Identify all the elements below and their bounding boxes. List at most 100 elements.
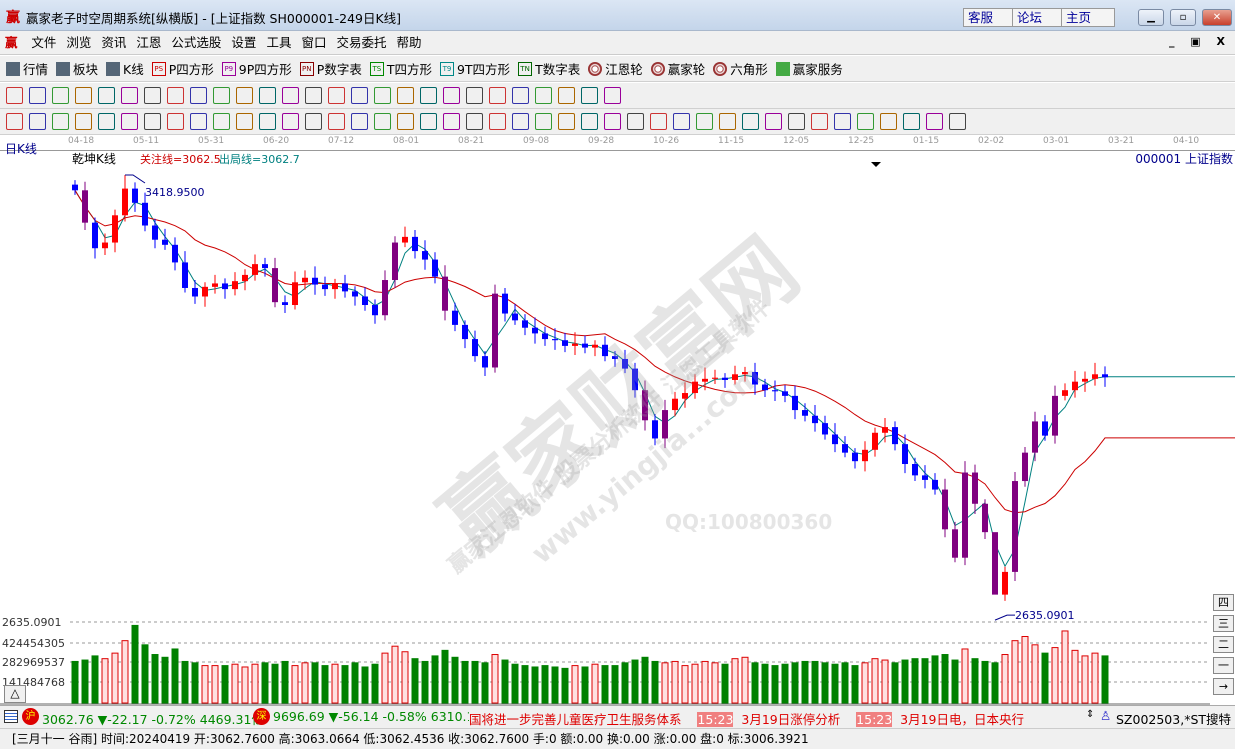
prev-icon[interactable] (213, 87, 230, 104)
export-icon[interactable] (604, 87, 621, 104)
candle-body[interactable] (162, 239, 168, 245)
wave-icon[interactable] (443, 87, 460, 104)
toolbar-button-ts[interactable]: TS T四方形 (369, 59, 432, 78)
diamond-6-icon[interactable] (374, 87, 391, 104)
candle-body[interactable] (252, 264, 258, 275)
candles-icon[interactable] (98, 87, 115, 104)
indicator-icon[interactable] (121, 87, 138, 104)
maximize-button[interactable]: ▫ (1170, 9, 1196, 26)
candle-body[interactable] (802, 410, 808, 416)
candle-body[interactable] (152, 225, 158, 240)
candle-body[interactable] (362, 296, 368, 306)
news-item[interactable]: 3月19日电，日本央行 (900, 712, 1025, 727)
table-icon[interactable] (581, 113, 598, 130)
candle-body[interactable] (702, 378, 708, 382)
candle-body[interactable] (82, 190, 88, 223)
candle-body[interactable] (1042, 421, 1048, 436)
news-scroll-spinner[interactable]: ⇕ (1086, 709, 1095, 720)
toolbar-button-sector[interactable]: 板块 (56, 59, 98, 78)
cycle-icon[interactable] (52, 87, 69, 104)
candle-body[interactable] (142, 202, 148, 226)
candle-body[interactable] (112, 215, 118, 243)
calendar-icon[interactable] (489, 87, 506, 104)
news-item[interactable]: 3月19日涨停分析 (741, 712, 841, 727)
candle-body[interactable] (832, 434, 838, 445)
candle-body[interactable] (612, 356, 618, 359)
candle-body[interactable] (972, 472, 978, 504)
save-icon[interactable] (558, 87, 575, 104)
toolbar-button-tn[interactable]: TN T数字表 (518, 59, 580, 78)
kline-chart[interactable]: 2635.09014244543052829695371414847683418… (0, 151, 1235, 705)
candle-body[interactable] (412, 236, 418, 252)
flag-icon[interactable] (144, 87, 161, 104)
candle-body[interactable] (322, 284, 328, 290)
candle-body[interactable] (292, 282, 298, 306)
candle-body[interactable] (402, 236, 408, 243)
percent-icon[interactable] (627, 113, 644, 130)
candle-body[interactable] (602, 344, 608, 357)
candle-body[interactable] (1032, 421, 1038, 453)
candle-body[interactable] (212, 283, 218, 287)
candle-body[interactable] (692, 381, 698, 394)
candle-body[interactable] (912, 464, 918, 476)
candle-body[interactable] (192, 287, 198, 297)
shanghai-index[interactable]: 3062.76 ▼-22.17 -0.72% 4469.31亿 (42, 712, 264, 727)
gann-2-icon[interactable] (673, 113, 690, 130)
candle-body[interactable] (482, 356, 488, 368)
candle-body[interactable] (1012, 481, 1018, 572)
square-x-icon[interactable] (282, 113, 299, 130)
candle-body[interactable] (892, 427, 898, 445)
volume-scale-button[interactable]: 二 (1213, 636, 1234, 653)
collapse-button[interactable]: △ (4, 685, 26, 703)
candle-body[interactable] (992, 532, 998, 595)
candle-body[interactable] (272, 268, 278, 303)
hash-icon[interactable] (29, 113, 46, 130)
candle-body[interactable] (882, 427, 888, 433)
candle-body[interactable] (312, 277, 318, 285)
candle-body[interactable] (582, 343, 588, 348)
candle-body[interactable] (652, 420, 658, 439)
gann-7-icon[interactable] (788, 113, 805, 130)
candle-body[interactable] (1062, 390, 1068, 396)
candle-body[interactable] (262, 264, 268, 269)
candle-body[interactable] (222, 283, 228, 290)
candle-body[interactable] (762, 384, 768, 391)
candle-body[interactable] (442, 276, 448, 311)
candle-body[interactable] (132, 188, 138, 203)
candle-body[interactable] (122, 188, 128, 216)
diamond-5-icon[interactable] (351, 87, 368, 104)
zigzag-icon[interactable] (489, 113, 506, 130)
menu-item[interactable]: 设置 (231, 35, 257, 50)
comb-1-icon[interactable] (52, 113, 69, 130)
gann-9-icon[interactable] (834, 113, 851, 130)
candle-body[interactable] (502, 293, 508, 314)
candle-body[interactable] (682, 393, 688, 399)
candle-body[interactable] (932, 479, 938, 490)
fan-1-icon[interactable] (305, 113, 322, 130)
period-select-icon[interactable] (6, 87, 23, 104)
notebook-icon[interactable] (535, 87, 552, 104)
gann-1-icon[interactable] (650, 113, 667, 130)
forum-link[interactable]: 论坛 (1012, 8, 1066, 27)
comb-4-icon[interactable] (121, 113, 138, 130)
candle-body[interactable] (242, 274, 248, 282)
gann-5-icon[interactable] (742, 113, 759, 130)
candle-body[interactable] (452, 310, 458, 325)
news-scroll[interactable]: 国将进一步完善儿童医疗卫生服务体系 15:23 3月19日涨停分析 15:23 … (469, 709, 1099, 728)
candle-body[interactable] (572, 343, 578, 346)
candle-body[interactable] (642, 390, 648, 421)
candle-body[interactable] (592, 344, 598, 348)
circle-grid-icon[interactable] (167, 113, 184, 130)
comb-5-icon[interactable] (144, 113, 161, 130)
grid-7-icon[interactable] (535, 113, 552, 130)
candle-body[interactable] (552, 339, 558, 341)
close-button[interactable]: ✕ (1202, 9, 1232, 26)
candle-body[interactable] (952, 529, 958, 558)
angle-icon[interactable] (236, 113, 253, 130)
candle-body[interactable] (962, 472, 968, 558)
candle-body[interactable] (492, 293, 498, 368)
quote-grid-icon[interactable] (4, 710, 18, 723)
candle-body[interactable] (842, 444, 848, 453)
candle-body[interactable] (982, 503, 988, 533)
candle-body[interactable] (632, 368, 638, 391)
